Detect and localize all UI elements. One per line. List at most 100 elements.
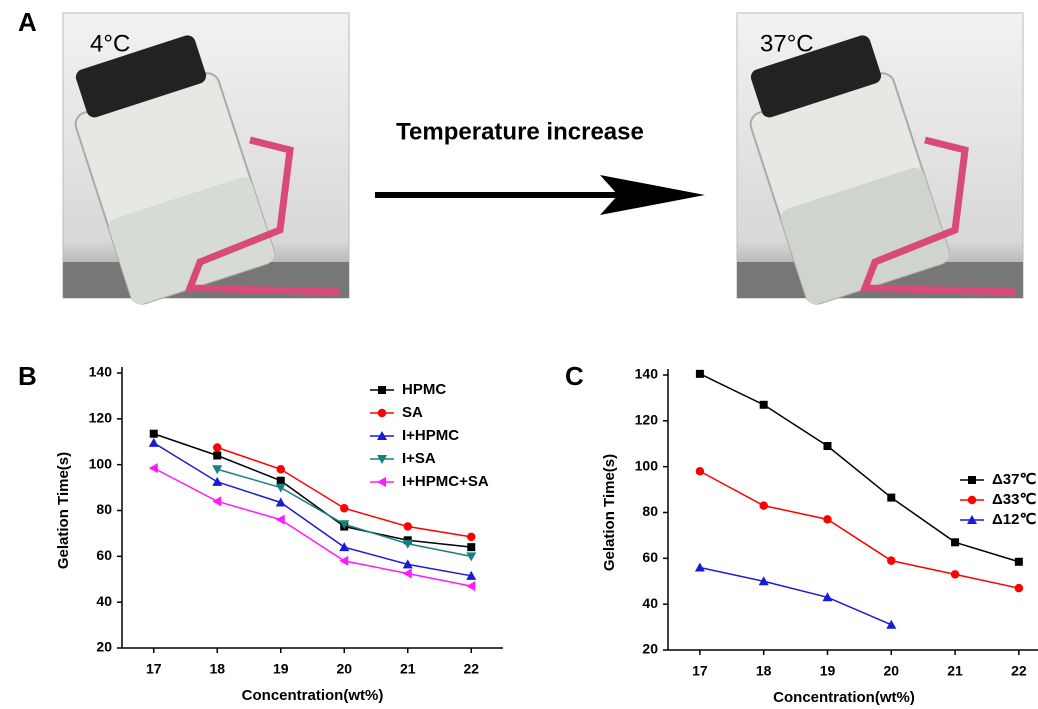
legend-marker [378,386,386,394]
temp-high: 37°C [760,30,814,57]
marker [275,497,286,507]
x-tick-label: 20 [883,663,899,679]
x-tick-label: 19 [820,663,836,679]
legend-marker [377,455,387,464]
y-tick-label: 20 [96,639,112,655]
legend-label: Δ37℃ [992,471,1036,488]
marker [950,570,960,579]
marker [339,520,350,530]
series-line [699,566,892,626]
y-tick-label: 60 [96,547,112,563]
marker [467,532,476,542]
x-tick-label: 18 [209,661,225,677]
series-line [153,442,472,577]
marker [466,552,477,562]
marker [695,369,704,378]
marker [276,476,285,485]
legend-marker [967,515,977,524]
marker [402,539,413,549]
y-tick-label: 60 [642,549,658,565]
marker [402,568,412,579]
marker [148,463,158,474]
x-axis-label: Concentration(wt%) [242,687,384,704]
y-tick-label: 80 [96,501,112,517]
marker [213,443,222,452]
x-tick-label: 17 [146,661,162,677]
legend-marker [377,408,387,418]
temp-low: 4°C [90,30,130,57]
marker [212,496,222,507]
x-tick-label: 22 [463,661,479,677]
panel-label: A [18,7,37,37]
marker [212,465,223,475]
panel-label: B [18,361,37,391]
panel-label: C [565,361,584,391]
marker [887,493,896,502]
photo-high [736,12,1024,305]
marker [402,559,413,569]
marker [823,515,832,524]
photo-low [62,12,350,305]
y-tick-label: 140 [89,364,113,380]
legend-label: SA [402,404,423,421]
y-tick-label: 120 [635,412,659,428]
y-tick-label: 120 [89,410,113,426]
marker [275,483,286,493]
marker [694,562,705,572]
legend-marker [968,476,976,484]
marker [695,467,705,476]
marker [759,400,768,409]
arrow-text: Temperature increase [396,118,644,145]
marker [340,503,349,513]
y-axis-label: Gelation Time(s) [601,454,618,571]
arrow [375,175,705,215]
marker [759,501,768,510]
y-tick-label: 20 [642,641,658,657]
marker [823,442,832,451]
legend-label: HPMC [402,381,446,398]
y-axis-label: Gelation Time(s) [55,452,72,569]
x-tick-label: 21 [400,661,416,677]
marker [148,437,159,447]
series-line [699,470,1020,589]
marker [275,514,285,525]
marker [886,619,897,629]
y-tick-label: 100 [635,457,659,473]
marker [276,465,285,474]
marker [466,581,476,592]
legend-label: I+HPMC [402,427,459,444]
y-tick-label: 40 [96,593,112,609]
legend-marker [377,431,387,440]
marker [822,592,833,602]
marker [1014,583,1024,593]
legend-marker [377,477,386,487]
marker [467,543,476,552]
legend-label: I+SA [402,450,436,467]
marker [951,538,960,547]
x-tick-label: 21 [947,663,963,679]
series-line [153,467,472,587]
marker [213,451,222,460]
marker [403,522,412,531]
series-line [699,373,1020,563]
legend-label: I+HPMC+SA [402,473,489,490]
x-tick-label: 19 [273,661,289,677]
marker [466,570,477,580]
marker [212,476,223,486]
marker [339,555,349,566]
marker [149,429,158,438]
x-tick-label: 20 [336,661,352,677]
y-tick-label: 80 [642,503,658,519]
series-line [153,433,472,548]
marker [1014,557,1023,566]
y-tick-label: 100 [89,455,113,471]
y-tick-label: 40 [642,595,658,611]
y-tick-label: 140 [635,366,659,382]
marker [758,576,769,586]
x-tick-label: 17 [692,663,708,679]
legend-label: Δ12℃ [992,511,1036,528]
legend-marker [967,495,977,505]
marker [339,542,350,552]
x-tick-label: 18 [756,663,772,679]
